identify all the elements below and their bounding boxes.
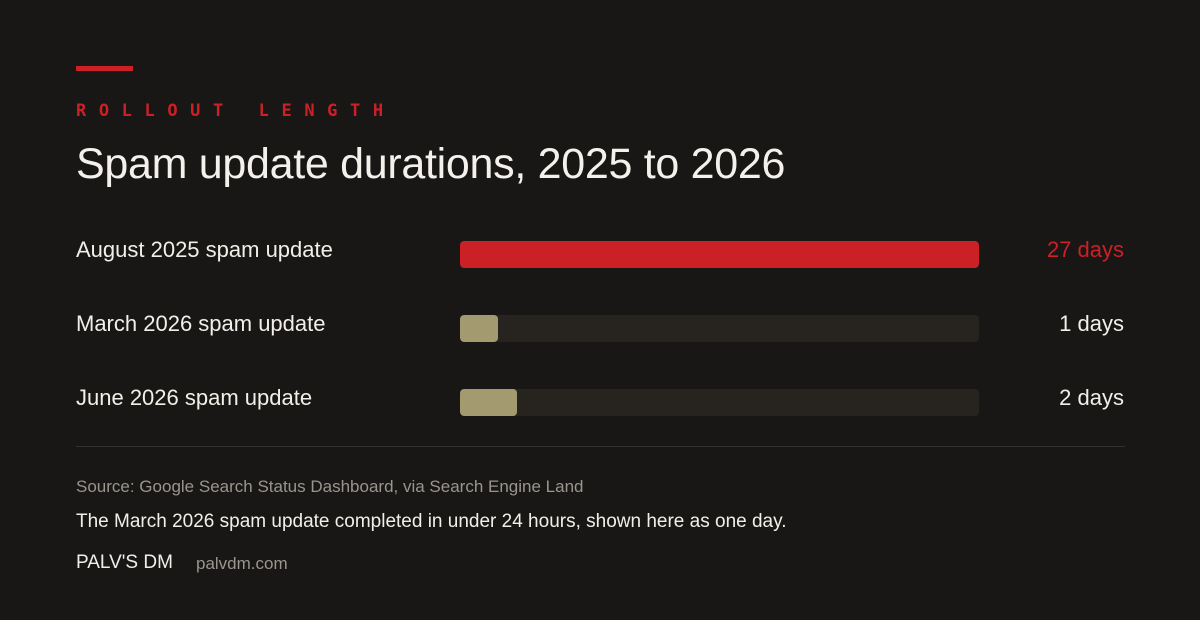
footnote: The March 2026 spam update completed in … (76, 511, 787, 532)
divider (76, 446, 1125, 447)
brand-url: palvdm.com (196, 554, 288, 573)
bar-value-label: 1 days (1059, 311, 1124, 336)
bar (460, 241, 979, 268)
chart-title: Spam update durations, 2025 to 2026 (76, 140, 786, 188)
bar-track (460, 389, 979, 416)
bar (460, 315, 498, 342)
bar-category-label: June 2026 spam update (76, 385, 313, 410)
bar-category-label: August 2025 spam update (76, 237, 333, 262)
bar-value-label: 27 days (1046, 237, 1124, 262)
bar-row: March 2026 spam update 1 days (0, 304, 1200, 344)
bar-track (460, 241, 979, 268)
bar-category-label: March 2026 spam update (76, 311, 326, 336)
bar-value-label: 2 days (1059, 385, 1124, 410)
accent-rule (76, 66, 133, 71)
bar-row: June 2026 spam update 2 days (0, 378, 1200, 418)
brand-name: PALV'S DM (76, 552, 173, 573)
bar-track (460, 315, 979, 342)
bar (460, 389, 517, 416)
source-note: Source: Google Search Status Dashboard, … (76, 477, 584, 496)
bar-row: August 2025 spam update 27 days (0, 230, 1200, 270)
eyebrow-label: ROLLOUT LENGTH (76, 101, 396, 121)
